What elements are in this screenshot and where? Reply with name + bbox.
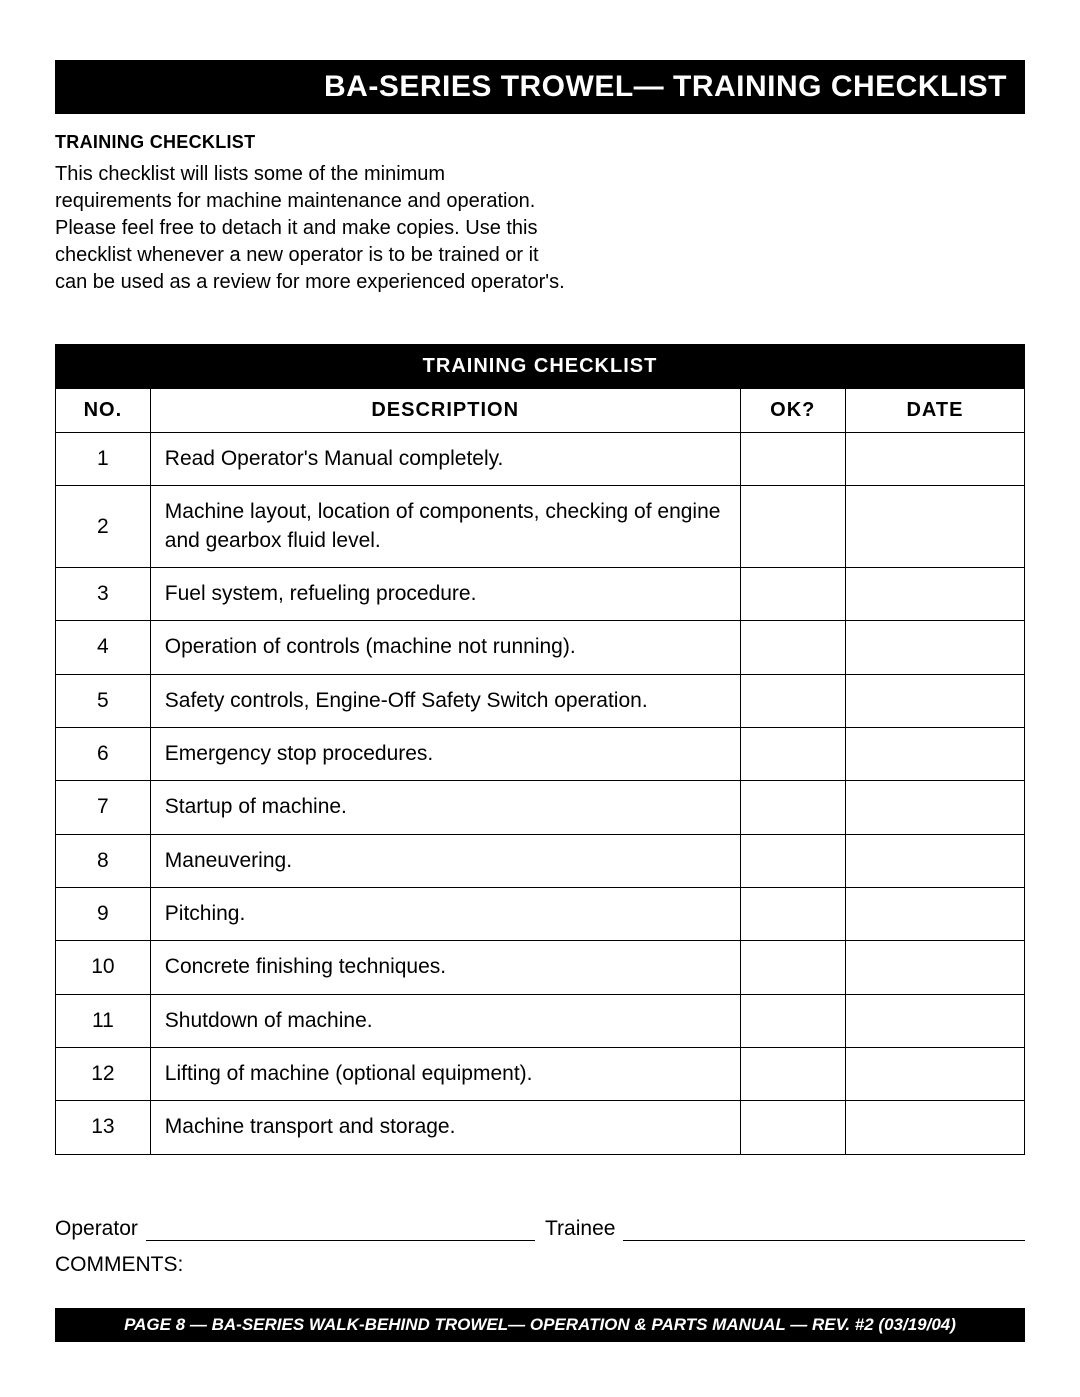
intro-paragraph: This checklist will lists some of the mi… <box>55 161 565 296</box>
trainee-line[interactable] <box>623 1221 1025 1241</box>
cell-ok[interactable] <box>740 994 845 1047</box>
table-row: 3 Fuel system, refueling procedure. <box>56 568 1025 621</box>
table-row: 4 Operation of controls (machine not run… <box>56 621 1025 674</box>
cell-ok[interactable] <box>740 888 845 941</box>
table-row: 7 Startup of machine. <box>56 781 1025 834</box>
cell-date[interactable] <box>845 1101 1024 1154</box>
table-row: 5 Safety controls, Engine-Off Safety Swi… <box>56 674 1025 727</box>
cell-date[interactable] <box>845 941 1024 994</box>
operator-line[interactable] <box>146 1221 535 1241</box>
page-footer-bar: PAGE 8 — BA-SERIES WALK-BEHIND TROWEL— O… <box>55 1308 1025 1342</box>
cell-desc: Concrete finishing techniques. <box>150 941 740 994</box>
cell-ok[interactable] <box>740 621 845 674</box>
cell-no: 11 <box>56 994 151 1047</box>
table-row: 8 Maneuvering. <box>56 834 1025 887</box>
cell-desc: Emergency stop procedures. <box>150 728 740 781</box>
cell-no: 3 <box>56 568 151 621</box>
table-header-row: NO. DESCRIPTION OK? DATE <box>56 389 1025 433</box>
cell-no: 4 <box>56 621 151 674</box>
table-row: 1 Read Operator's Manual completely. <box>56 433 1025 486</box>
footer-text: PAGE 8 — BA-SERIES WALK-BEHIND TROWEL— O… <box>124 1315 956 1334</box>
cell-date[interactable] <box>845 781 1024 834</box>
signature-row: Operator Trainee <box>55 1217 1025 1241</box>
col-date: DATE <box>845 389 1024 433</box>
cell-ok[interactable] <box>740 1048 845 1101</box>
cell-desc: Safety controls, Engine-Off Safety Switc… <box>150 674 740 727</box>
cell-no: 10 <box>56 941 151 994</box>
operator-label: Operator <box>55 1217 138 1241</box>
cell-desc: Maneuvering. <box>150 834 740 887</box>
cell-desc: Machine layout, location of components, … <box>150 486 740 568</box>
section-heading: TRAINING CHECKLIST <box>55 132 1025 153</box>
cell-desc: Fuel system, refueling procedure. <box>150 568 740 621</box>
cell-date[interactable] <box>845 486 1024 568</box>
cell-desc: Lifting of machine (optional equipment). <box>150 1048 740 1101</box>
table-row: 10 Concrete finishing techniques. <box>56 941 1025 994</box>
cell-no: 13 <box>56 1101 151 1154</box>
cell-no: 8 <box>56 834 151 887</box>
cell-no: 12 <box>56 1048 151 1101</box>
table-row: 13 Machine transport and storage. <box>56 1101 1025 1154</box>
cell-no: 1 <box>56 433 151 486</box>
cell-date[interactable] <box>845 621 1024 674</box>
cell-desc: Shutdown of machine. <box>150 994 740 1047</box>
page-header-bar: BA-SERIES TROWEL— TRAINING CHECKLIST <box>55 60 1025 114</box>
cell-desc: Pitching. <box>150 888 740 941</box>
cell-ok[interactable] <box>740 1101 845 1154</box>
table-row: 2 Machine layout, location of components… <box>56 486 1025 568</box>
comments-label: COMMENTS: <box>55 1253 1025 1277</box>
cell-ok[interactable] <box>740 674 845 727</box>
cell-no: 9 <box>56 888 151 941</box>
cell-ok[interactable] <box>740 941 845 994</box>
operator-group: Operator <box>55 1217 535 1241</box>
trainee-label: Trainee <box>545 1217 615 1241</box>
cell-desc: Operation of controls (machine not runni… <box>150 621 740 674</box>
cell-desc: Machine transport and storage. <box>150 1101 740 1154</box>
trainee-group: Trainee <box>545 1217 1025 1241</box>
cell-date[interactable] <box>845 888 1024 941</box>
cell-no: 7 <box>56 781 151 834</box>
cell-date[interactable] <box>845 728 1024 781</box>
cell-date[interactable] <box>845 994 1024 1047</box>
cell-ok[interactable] <box>740 486 845 568</box>
page-title: BA-SERIES TROWEL— TRAINING CHECKLIST <box>324 70 1007 103</box>
cell-ok[interactable] <box>740 834 845 887</box>
cell-no: 2 <box>56 486 151 568</box>
col-description: DESCRIPTION <box>150 389 740 433</box>
cell-ok[interactable] <box>740 433 845 486</box>
table-title-row: TRAINING CHECKLIST <box>56 345 1025 389</box>
table-row: 6 Emergency stop procedures. <box>56 728 1025 781</box>
cell-ok[interactable] <box>740 781 845 834</box>
table-row: 11 Shutdown of machine. <box>56 994 1025 1047</box>
cell-desc: Read Operator's Manual completely. <box>150 433 740 486</box>
table-row: 12 Lifting of machine (optional equipmen… <box>56 1048 1025 1101</box>
table-title: TRAINING CHECKLIST <box>56 345 1025 389</box>
col-no: NO. <box>56 389 151 433</box>
cell-date[interactable] <box>845 674 1024 727</box>
table-row: 9 Pitching. <box>56 888 1025 941</box>
cell-ok[interactable] <box>740 728 845 781</box>
cell-date[interactable] <box>845 834 1024 887</box>
training-checklist-table: TRAINING CHECKLIST NO. DESCRIPTION OK? D… <box>55 344 1025 1155</box>
cell-ok[interactable] <box>740 568 845 621</box>
cell-date[interactable] <box>845 433 1024 486</box>
cell-desc: Startup of machine. <box>150 781 740 834</box>
cell-no: 6 <box>56 728 151 781</box>
col-ok: OK? <box>740 389 845 433</box>
cell-no: 5 <box>56 674 151 727</box>
cell-date[interactable] <box>845 1048 1024 1101</box>
cell-date[interactable] <box>845 568 1024 621</box>
